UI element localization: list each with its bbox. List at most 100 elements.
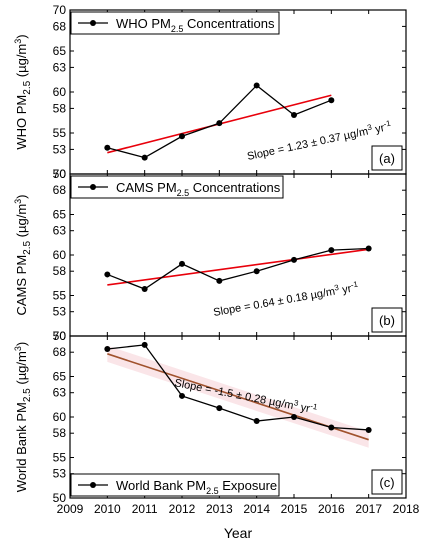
data-point	[104, 345, 111, 352]
y-title-main: World Bank PM	[14, 402, 29, 492]
y-tick-label: 53	[53, 305, 67, 319]
slope-sup: 3	[366, 123, 373, 133]
slope-main: Slope = 0.64 ± 0.18 µg/m	[212, 286, 336, 319]
y-axis-title: World Bank PM2.5 (µg/m3)	[13, 342, 33, 492]
panel-tag-box	[371, 307, 403, 333]
data-point	[216, 277, 223, 284]
y-tick-label: 50	[53, 491, 67, 505]
data-point	[328, 247, 335, 254]
y-tick-label: 60	[53, 85, 67, 99]
x-axis-title: Year	[224, 525, 253, 541]
legend-label-main: CAMS PM	[116, 180, 177, 195]
data-point	[141, 341, 148, 348]
y-tick-label: 60	[53, 248, 67, 262]
data-point	[141, 154, 148, 161]
y-axis-title: CAMS PM2.5 (µg/m3)	[13, 194, 33, 315]
data-point	[328, 97, 335, 104]
slope-main: Slope = 1.23 ± 0.37 µg/m	[246, 126, 369, 163]
data-point	[179, 133, 185, 140]
x-tick-label: 2016	[318, 502, 345, 516]
slope-sup: 3	[334, 283, 340, 293]
y-tick-label: 58	[53, 426, 67, 440]
x-tick-label: 2015	[281, 502, 308, 516]
panel-tag-box	[371, 469, 403, 495]
y-title-sub: 2.5	[22, 388, 33, 402]
data-point	[104, 144, 111, 151]
y-axis-title: WHO PM2.5 (µg/m3)	[13, 34, 33, 149]
y-tick-label: 55	[53, 451, 67, 465]
y-tick-label: 60	[53, 410, 67, 424]
y-tick-label: 58	[53, 264, 67, 278]
x-tick-label: 2013	[206, 502, 233, 516]
slope-annotation: Slope = 1.23 ± 0.37 µg/m3 yr-1	[246, 119, 393, 163]
legend-marker	[90, 184, 96, 190]
y-title-unit: (µg/m	[14, 44, 29, 81]
y-tick-label: 65	[53, 44, 67, 58]
fit-line	[107, 248, 369, 286]
slope-main: Slope = -1.5 ± 0.28 µg/m	[173, 377, 294, 412]
y-tick-label: 63	[53, 224, 67, 238]
y-tick-label: 63	[53, 60, 67, 74]
y-tick-label: 63	[53, 386, 67, 400]
data-point	[104, 271, 111, 278]
legend-marker	[90, 482, 96, 488]
data-point	[291, 256, 297, 263]
data-point	[179, 260, 185, 267]
y-title-sup: 3	[13, 199, 23, 204]
y-tick-label: 55	[53, 289, 67, 303]
data-point	[179, 392, 185, 399]
y-title-sup: 3	[13, 39, 23, 44]
slope-yr: yr	[338, 283, 352, 297]
y-tick-label: 70	[53, 167, 67, 181]
legend-label-sub: 2.5	[206, 486, 219, 496]
legend-label: World Bank PM2.5 Exposure	[116, 478, 277, 496]
y-tick-label: 70	[53, 329, 67, 343]
legend-label-rest: Concentrations	[189, 180, 281, 195]
x-tick-label: 2012	[169, 502, 196, 516]
panel-tag-box	[371, 145, 403, 171]
y-title-unit: (µg/m	[14, 204, 29, 241]
legend-box	[70, 175, 284, 199]
slope-annotation: Slope = -1.5 ± 0.28 µg/m3 yr-1	[173, 375, 318, 416]
legend-marker	[90, 20, 96, 26]
slope-yr: yr	[296, 401, 311, 415]
legend-label-rest: Exposure	[219, 478, 278, 493]
data-point	[365, 245, 372, 252]
panel-tag-label: (a)	[379, 151, 395, 166]
panel-frame	[69, 335, 407, 499]
panel-tag-label: (c)	[379, 475, 394, 490]
data-point	[253, 82, 260, 89]
y-title-end: )	[14, 194, 29, 198]
slope-yr: yr	[371, 122, 386, 136]
slope-sup: 3	[293, 398, 300, 408]
panel-tag-label: (b)	[379, 313, 395, 328]
y-tick-label: 65	[53, 208, 67, 222]
y-title-end: )	[14, 342, 29, 346]
y-tick-label: 68	[53, 19, 67, 33]
y-title-main: WHO PM	[14, 95, 29, 150]
y-tick-label: 50	[53, 167, 67, 181]
slope-annotation: Slope = 0.64 ± 0.18 µg/m3 yr-1	[212, 280, 360, 319]
legend-box	[70, 11, 280, 35]
y-title-sup: 3	[13, 346, 23, 351]
data-point	[216, 120, 223, 127]
y-title-sub: 2.5	[22, 241, 33, 255]
data-point	[291, 414, 297, 420]
legend: World Bank PM2.5 Exposure	[70, 473, 280, 497]
legend-label-main: WHO PM	[116, 16, 171, 31]
y-tick-label: 58	[53, 101, 67, 115]
y-tick-label: 65	[53, 370, 67, 384]
legend-label-sub: 2.5	[177, 188, 190, 198]
data-point	[253, 268, 260, 275]
data-point	[216, 405, 223, 412]
y-title-main: CAMS PM	[14, 255, 29, 316]
x-tick-label: 2018	[393, 502, 420, 516]
series-line	[107, 247, 369, 290]
legend-label-rest: Concentrations	[183, 16, 275, 31]
y-tick-label: 53	[53, 142, 67, 156]
data-point	[253, 418, 260, 425]
